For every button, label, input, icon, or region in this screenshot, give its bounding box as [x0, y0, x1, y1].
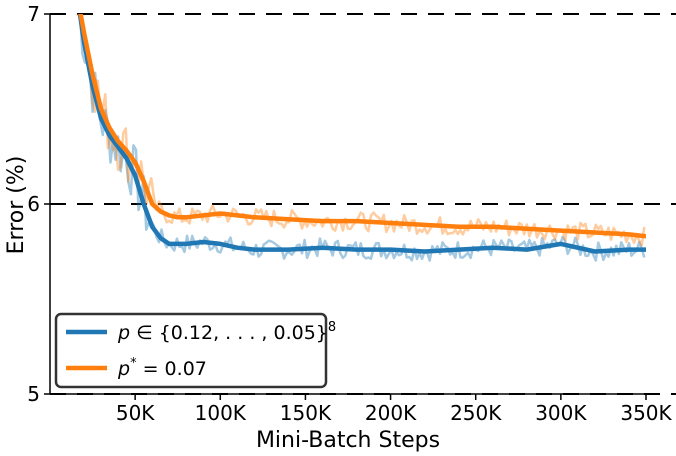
ticks: 50K 100K 150K 200K 250K 300K 350K 5 6 7 — [27, 2, 672, 425]
y-axis-label: Error (%) — [4, 156, 29, 255]
y-tick-label-2: 7 — [27, 2, 40, 26]
x-tick-label-0: 50K — [116, 401, 155, 425]
smooth-lines — [77, 14, 646, 254]
raw-line-series-1 — [76, 14, 646, 247]
y-tick-label-1: 6 — [27, 192, 40, 216]
x-tick-label-3: 200K — [365, 401, 417, 425]
x-tick-label-4: 250K — [450, 401, 502, 425]
legend-label-series-1: p* = 0.07 — [117, 356, 207, 380]
series-line-0 — [77, 14, 646, 254]
legend: p ∈ {0.12, . . . , 0.05}8 p* = 0.07 — [54, 312, 336, 389]
x-axis-label: Mini-Batch Steps — [256, 428, 440, 453]
legend-label-series-0: p ∈ {0.12, . . . , 0.05}8 — [117, 320, 336, 344]
x-tick-label-1: 100K — [195, 401, 247, 425]
series-line-1 — [78, 14, 646, 239]
x-tick-label-5: 300K — [535, 401, 587, 425]
y-tick-label-0: 5 — [27, 382, 40, 406]
legend-box — [54, 312, 328, 389]
x-tick-label-2: 150K — [280, 401, 332, 425]
x-tick-label-6: 350K — [620, 401, 672, 425]
